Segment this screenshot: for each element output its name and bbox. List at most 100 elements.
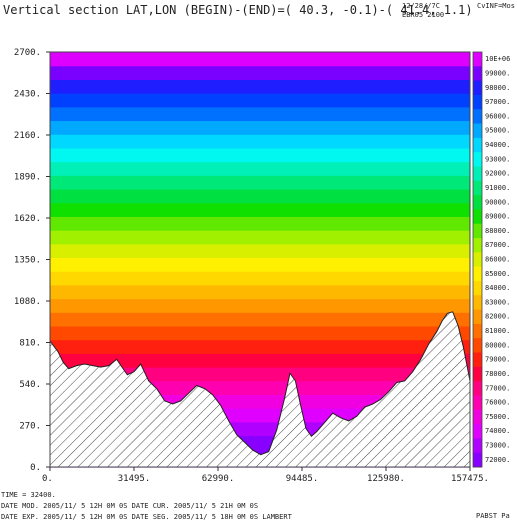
colorbar-label: 84000. — [485, 284, 510, 292]
header-right-2: CvINF=Mos — [477, 2, 515, 10]
colorbar-label: 98000. — [485, 84, 510, 92]
x-tick-label: 62990. — [202, 474, 235, 484]
colorbar-label: 91000. — [485, 184, 510, 192]
colorbar-label: 75000. — [485, 413, 510, 421]
colorbar-label: 80000. — [485, 341, 510, 349]
pressure-band — [50, 188, 470, 204]
colorbar-frame — [472, 51, 483, 468]
colorbar-swatch — [473, 123, 482, 139]
x-tick-label: 157475. — [451, 474, 489, 484]
colorbar-swatch — [473, 338, 482, 354]
colorbar-swatch — [473, 80, 482, 96]
colorbar-swatch — [473, 395, 482, 411]
pressure-band — [50, 325, 470, 341]
colorbar-label: 83000. — [485, 298, 510, 306]
colorbar-swatch — [473, 52, 482, 67]
pressure-band — [50, 298, 470, 313]
pressure-band — [50, 243, 470, 259]
colorbar-swatch — [473, 166, 482, 182]
colorbar-swatch — [473, 323, 482, 339]
colorbar-label: 79000. — [485, 356, 510, 364]
x-axis: 0. 31495. 62990. 94485. 125980. 157475. — [42, 467, 489, 484]
colorbar-swatch — [473, 195, 482, 210]
y-tick-label: 1350. — [14, 256, 41, 266]
pressure-band — [50, 106, 470, 122]
y-tick-label: 2160. — [14, 131, 41, 141]
colorbar-label: 78000. — [485, 370, 510, 378]
colorbar-swatch — [473, 180, 482, 196]
pressure-band — [50, 257, 470, 272]
footer-dates-1: DATE MOD. 2005/11/ 5 12H 0M 0S DATE CUR.… — [1, 502, 258, 510]
colorbar-swatch — [473, 381, 482, 396]
pressure-band — [50, 216, 470, 231]
y-tick-label: 0. — [30, 463, 41, 473]
colorbar-swatch — [473, 280, 482, 296]
colorbar-swatch — [473, 424, 482, 439]
colorbar-swatch — [473, 409, 482, 425]
pressure-band — [50, 284, 470, 300]
y-axis: 0. 270. 540. 810. 1080. 1350. 1620. 1890. 2160. 2… — [14, 48, 50, 473]
colorbar-label: 93000. — [485, 155, 510, 163]
colorbar-label: 96000. — [485, 112, 510, 120]
pressure-band — [50, 175, 470, 190]
chart-title: Vertical section LAT,LON (BEGIN)-(END)=(… — [3, 3, 473, 17]
pressure-band — [50, 52, 470, 67]
y-tick-label: 1890. — [14, 173, 41, 183]
x-tick-label: 94485. — [286, 474, 319, 484]
colorbar-swatch — [473, 295, 482, 311]
pressure-band — [50, 312, 470, 327]
x-tick-label: 0. — [42, 474, 53, 484]
colorbar-swatch — [473, 266, 482, 282]
colorbar-label: 90000. — [485, 198, 510, 206]
colorbar-label: 99000. — [485, 69, 510, 77]
pressure-band — [50, 339, 470, 354]
pressure-band — [50, 120, 470, 135]
footer-time: TIME = 32400. — [1, 491, 56, 499]
y-tick-label: 270. — [19, 422, 41, 432]
colorbar: 10E+06 99000. 98000. 97000. 96000. 95000. 9400… — [472, 51, 510, 468]
x-tick-label: 31495. — [118, 474, 151, 484]
colorbar-label: 82000. — [485, 313, 510, 321]
y-tick-label: 2700. — [14, 48, 41, 58]
pressure-band — [50, 147, 470, 163]
colorbar-label: 10E+06 — [485, 55, 510, 63]
colorbar-swatch — [473, 352, 482, 368]
y-tick-label: 540. — [19, 380, 41, 390]
colorbar-swatch — [473, 223, 482, 239]
pressure-band — [50, 161, 470, 176]
colorbar-label: 95000. — [485, 127, 510, 135]
y-tick-label: 2430. — [14, 90, 41, 100]
pressure-band — [50, 230, 470, 245]
colorbar-swatch — [473, 152, 482, 167]
colorbar-label: 81000. — [485, 327, 510, 335]
y-tick-label: 1080. — [14, 297, 41, 307]
colorbar-swatch — [473, 109, 482, 125]
colorbar-label: 86000. — [485, 256, 510, 264]
x-tick-label: 125980. — [367, 474, 405, 484]
colorbar-swatch — [473, 438, 482, 454]
colorbar-swatch — [473, 309, 482, 325]
pressure-band — [50, 65, 470, 80]
colorbar-swatch — [473, 238, 482, 253]
variable-label: PABST Pa — [476, 512, 510, 520]
colorbar-label: 76000. — [485, 399, 510, 407]
colorbar-label: 72000. — [485, 456, 510, 464]
colorbar-swatch — [473, 66, 482, 82]
colorbar-swatch — [473, 137, 482, 153]
colorbar-swatch — [473, 452, 482, 468]
colorbar-label: 77000. — [485, 384, 510, 392]
pressure-band — [50, 134, 470, 149]
pressure-band — [50, 271, 470, 286]
colorbar-label: 97000. — [485, 98, 510, 106]
colorbar-label: 88000. — [485, 227, 510, 235]
y-tick-label: 1620. — [14, 214, 41, 224]
colorbar-label: 89000. — [485, 213, 510, 221]
colorbar-label: 94000. — [485, 141, 510, 149]
colorbar-swatch — [473, 366, 482, 382]
footer-dates-2: DATE EXP. 2005/11/ 5 12H 0M 0S DATE SEG.… — [1, 513, 293, 521]
header-right-3: EBR05 2100 — [402, 11, 444, 19]
header-right-1: 12/28//7C — [402, 2, 440, 10]
pressure-band — [50, 79, 470, 94]
pressure-band — [50, 353, 470, 368]
colorbar-swatch — [473, 209, 482, 225]
